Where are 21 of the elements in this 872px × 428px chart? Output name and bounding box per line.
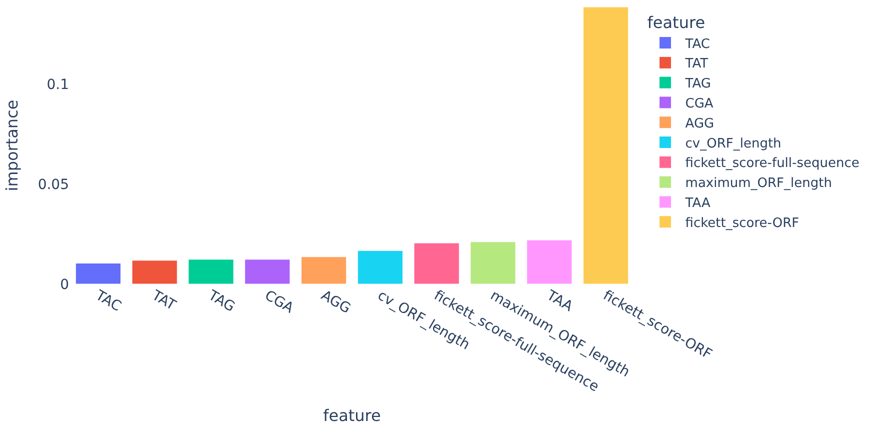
legend-label: CGA xyxy=(685,96,714,112)
legend-label: TAT xyxy=(684,56,708,72)
x-axis-title: feature xyxy=(323,406,381,425)
x-tick-label: TAC xyxy=(92,287,124,315)
legend-label: maximum_ORF_length xyxy=(685,176,832,192)
y-axis-title: importance xyxy=(2,100,22,192)
y-tick-label: 0 xyxy=(60,276,69,293)
legend-label: cv_ORF_length xyxy=(685,136,782,152)
x-tick-label: AGG xyxy=(318,288,354,318)
legend-label: AGG xyxy=(685,116,714,132)
y-tick-label: 0.05 xyxy=(38,176,69,193)
y-tick-label: 0.1 xyxy=(46,77,69,94)
x-tick-label: CGA xyxy=(262,288,296,317)
legend-label: fickett_score-ORF xyxy=(685,216,800,231)
legend-label: TAC xyxy=(684,36,710,52)
legend-title: feature xyxy=(647,12,706,32)
legend-label: fickett_score-full-sequence xyxy=(685,156,860,172)
x-tick-label: TAT xyxy=(148,287,179,314)
legend-label: TAG xyxy=(684,76,711,92)
x-tick-label: TAG xyxy=(204,287,238,316)
legend-label: TAA xyxy=(684,196,710,212)
